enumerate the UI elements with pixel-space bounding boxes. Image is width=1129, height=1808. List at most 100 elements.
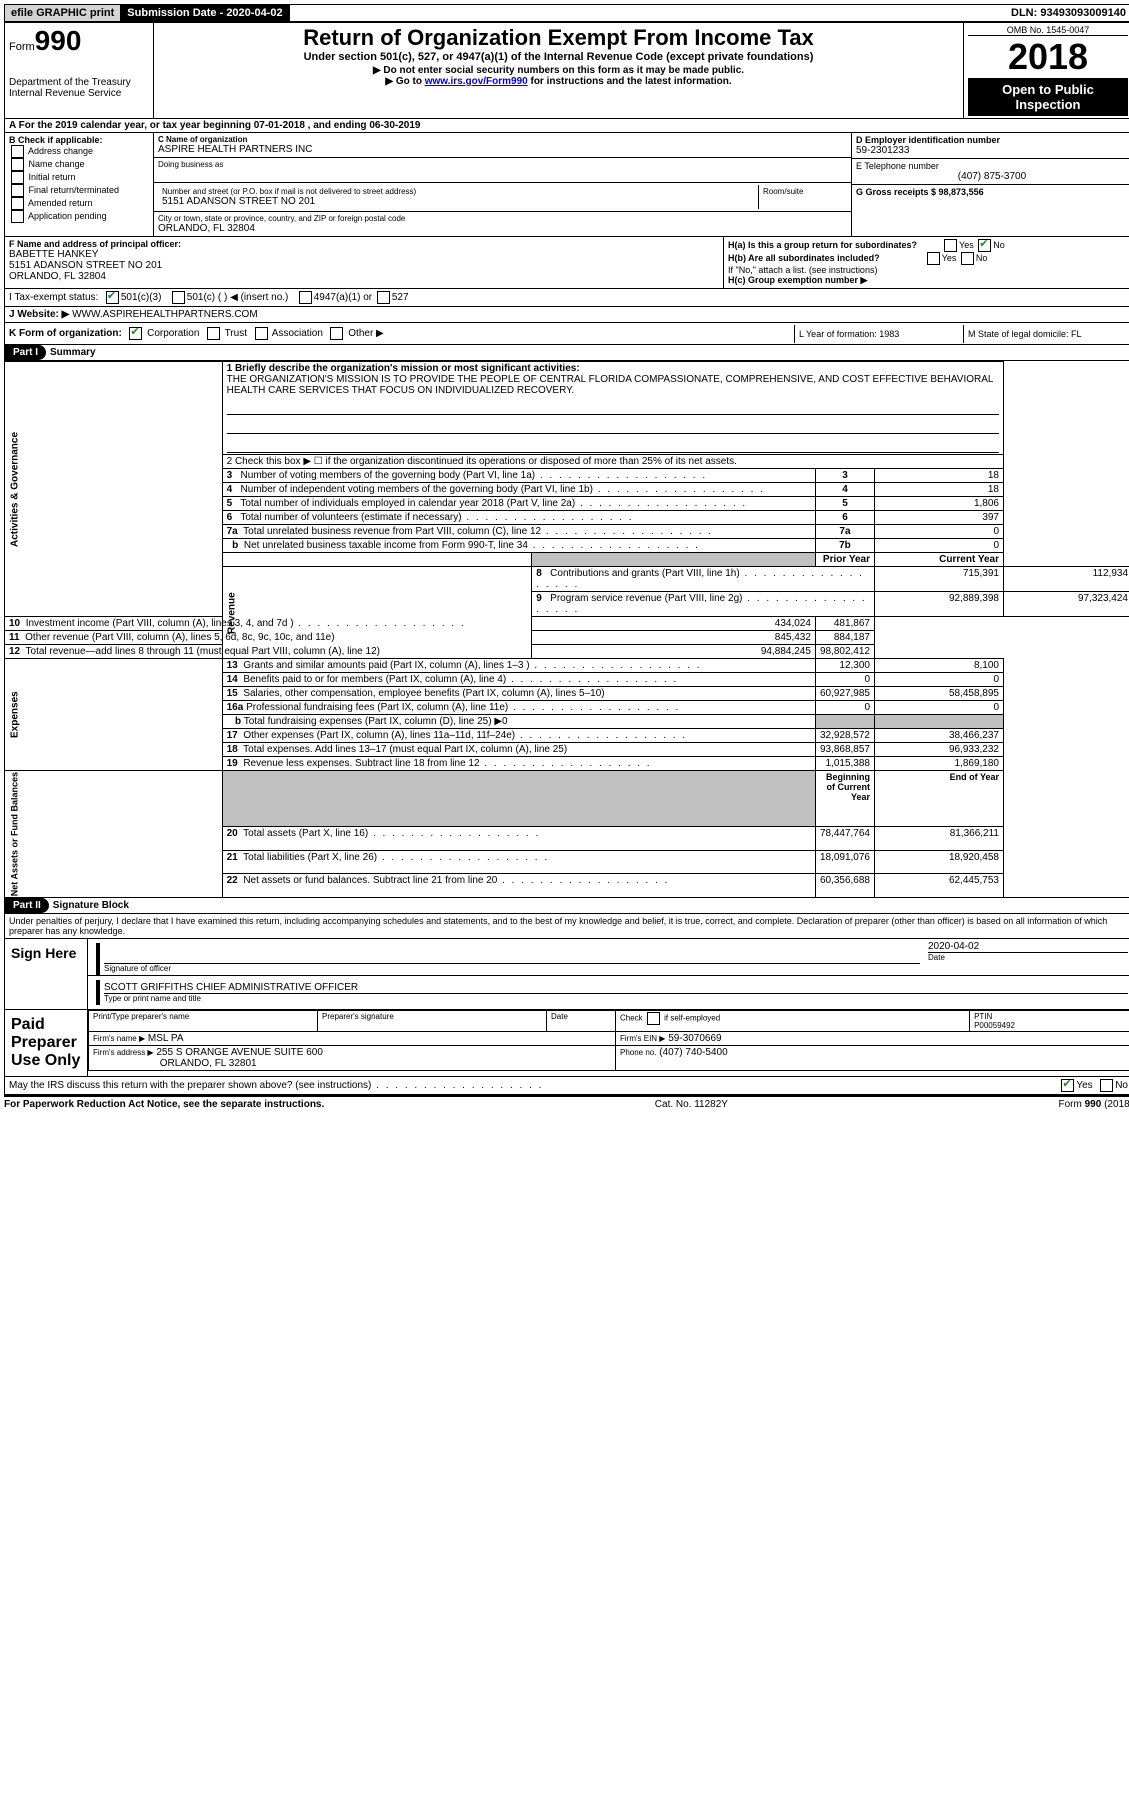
efile-print-button[interactable]: efile GRAPHIC print [5,5,121,21]
sign-here-block: Sign Here Signature of officer 2020-04-0… [4,939,1129,1010]
section-a-tax-year: A For the 2019 calendar year, or tax yea… [4,119,1129,133]
sig-date-value: 2020-04-02 [928,941,1128,952]
current-year-header: Current Year [875,553,1004,567]
chk-corporation[interactable] [129,327,142,340]
part1-badge: Part I [5,345,46,360]
ptin-value: P00059492 [974,1021,1015,1030]
officer-label: F Name and address of principal officer: [9,239,719,249]
city-label: City or town, state or province, country… [158,214,847,223]
perjury-text: Under penalties of perjury, I declare th… [4,914,1129,939]
chk-self-employed[interactable] [647,1012,660,1025]
klm-row: K Form of organization: Corporation Trus… [4,323,1129,345]
org-info-grid: B Check if applicable: Address change Na… [4,133,1129,237]
paid-preparer-label: Paid Preparer Use Only [5,1010,88,1076]
box-k-label: K Form of organization: [9,328,122,339]
website-label: J Website: ▶ [9,309,69,320]
form-header: Form990 Department of the Treasury Inter… [4,23,1129,119]
note-ssn: ▶ Do not enter social security numbers o… [158,65,959,76]
part2-header-row: Part II Signature Block [4,898,1129,914]
org-name-label: C Name of organization [158,135,847,144]
part2-title: Signature Block [49,900,129,911]
officer-group-grid: F Name and address of principal officer:… [4,237,1129,289]
box-l: L Year of formation: 1983 [794,325,963,343]
firm-city: ORLANDO, FL 32801 [160,1058,257,1069]
tax-year: 2018 [968,36,1128,78]
vlabel-activities: Activities & Governance [5,362,223,617]
ein-value: 59-2301233 [856,145,1128,156]
prep-h2: Preparer's signature [318,1011,547,1032]
box-b-label: B Check if applicable: [9,135,149,145]
vlabel-expenses: Expenses [5,659,223,771]
type-name-label: Type or print name and title [104,994,1128,1003]
sig-officer-label: Signature of officer [104,964,920,973]
website-value: WWW.ASPIREHEALTHPARTNERS.COM [72,309,258,320]
firm-addr: 255 S ORANGE AVENUE SUITE 600 [156,1047,323,1058]
form-subtitle: Under section 501(c), 527, or 4947(a)(1)… [158,51,959,63]
opt-amended-return[interactable]: Amended return [9,197,149,210]
dln-label: DLN: 93493093009140 [1005,5,1129,21]
mission-label: 1 Briefly describe the organization's mi… [227,363,580,374]
submission-date-button[interactable]: Submission Date - 2020-04-02 [121,5,289,21]
mission-text: THE ORGANIZATION'S MISSION IS TO PROVIDE… [227,374,994,396]
chk-527[interactable] [377,291,390,304]
chk-discuss-no[interactable] [1100,1079,1113,1092]
eoy-header: End of Year [875,771,1004,827]
irs-link[interactable]: www.irs.gov/Form990 [425,76,528,87]
line-12: 12 Total revenue—add lines 8 through 11 … [5,645,1129,659]
prep-h1: Print/Type preparer's name [89,1011,318,1032]
opt-final-return[interactable]: Final return/terminated [9,184,149,197]
topbar: efile GRAPHIC print Submission Date - 20… [4,4,1129,23]
chk-4947[interactable] [299,291,312,304]
open-public-badge: Open to Public Inspection [968,78,1128,116]
h-c-row: H(c) Group exemption number ▶ [728,275,1128,286]
firm-ein: 59-3070669 [668,1033,721,1044]
line-10: 10 Investment income (Part VIII, column … [5,617,1129,631]
ein-label: D Employer identification number [856,135,1128,145]
vlabel-net: Net Assets or Fund Balances [5,771,223,898]
org-city: ORLANDO, FL 32804 [158,223,847,234]
opt-initial-return[interactable]: Initial return [9,171,149,184]
sign-here-label: Sign Here [5,939,88,1009]
h-a-row: H(a) Is this a group return for subordin… [728,239,1128,252]
opt-address-change[interactable]: Address change [9,145,149,158]
note-goto-post: for instructions and the latest informat… [528,76,732,87]
h-b-note: If "No," attach a list. (see instruction… [728,265,1128,275]
footer-left: For Paperwork Reduction Act Notice, see … [4,1099,324,1110]
chk-trust[interactable] [207,327,220,340]
officer-city: ORLANDO, FL 32804 [9,271,719,282]
sig-date-label: Date [928,952,1128,962]
chk-discuss-yes[interactable] [1061,1079,1074,1092]
form-number: 990 [35,25,82,56]
part1-title: Summary [46,347,96,358]
omb-label: OMB No. 1545-0047 [968,25,1128,36]
chk-501c[interactable] [172,291,185,304]
chk-501c3[interactable] [106,291,119,304]
opt-name-change[interactable]: Name change [9,158,149,171]
room-label: Room/suite [759,185,847,209]
footer-right: Form 990 (2018) [1059,1099,1129,1110]
officer-name: BABETTE HANKEY [9,249,719,260]
tax-exempt-row: I Tax-exempt status: 501(c)(3) 501(c) ( … [4,289,1129,307]
opt-application-pending[interactable]: Application pending [9,210,149,223]
gross-receipts: G Gross receipts $ 98,873,556 [852,185,1129,199]
discuss-row: May the IRS discuss this return with the… [4,1077,1129,1095]
vlabel-revenue: Revenue [222,567,532,659]
officer-name-title: SCOTT GRIFFITHS CHIEF ADMINISTRATIVE OFF… [104,982,1128,994]
officer-addr: 5151 ADANSON STREET NO 201 [9,260,719,271]
firm-phone: (407) 740-5400 [659,1047,727,1058]
summary-table: Activities & Governance 1 Briefly descri… [4,361,1129,898]
firm-name: MSL PA [148,1033,184,1044]
footer-mid: Cat. No. 11282Y [655,1099,728,1110]
irs-label: Internal Revenue Service [9,88,149,99]
chk-other[interactable] [330,327,343,340]
line-11: 11 Other revenue (Part VIII, column (A),… [5,631,1129,645]
form-title: Return of Organization Exempt From Incom… [158,25,959,51]
part1-header-row: Part I Summary [4,345,1129,361]
page-footer: For Paperwork Reduction Act Notice, see … [4,1095,1129,1110]
paid-preparer-block: Paid Preparer Use Only Print/Type prepar… [4,1010,1129,1077]
prior-year-header: Prior Year [815,553,874,567]
note-goto-pre: ▶ Go to [385,76,424,87]
chk-association[interactable] [255,327,268,340]
box-m: M State of legal domicile: FL [963,325,1129,343]
ptin-label: PTIN [974,1012,992,1021]
